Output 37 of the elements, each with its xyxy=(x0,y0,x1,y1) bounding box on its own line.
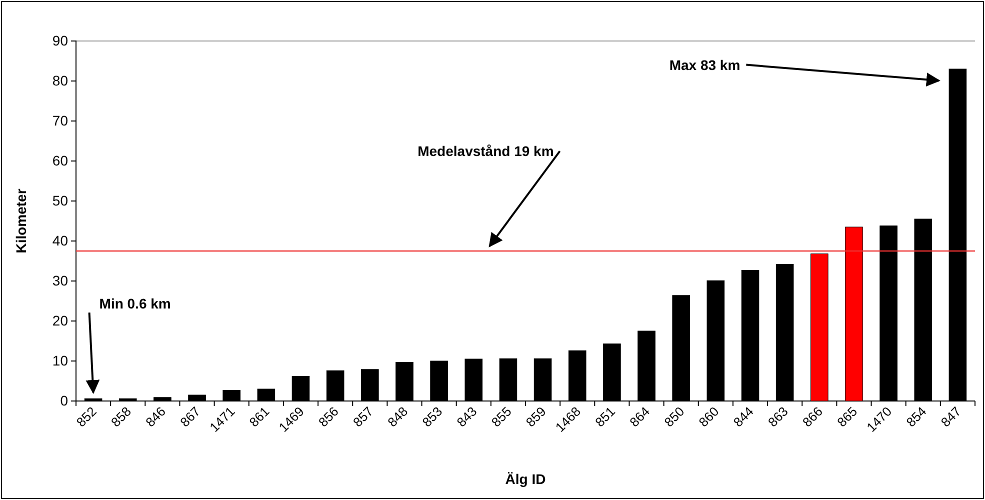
x-tick-label: 843 xyxy=(454,404,480,430)
y-tick-label: 80 xyxy=(52,72,68,88)
y-tick-label: 60 xyxy=(52,152,68,168)
x-tick-label: 859 xyxy=(522,404,549,430)
y-tick-label: 50 xyxy=(52,192,68,208)
x-tick-label: 867 xyxy=(177,404,204,430)
x-tick-label: 866 xyxy=(800,404,826,430)
y-tick-label: 70 xyxy=(52,112,68,128)
x-axis-title: Älg ID xyxy=(505,471,546,487)
y-tick-label: 20 xyxy=(52,312,68,328)
x-tick-label: 855 xyxy=(488,404,514,430)
x-tick-label: 846 xyxy=(142,404,169,430)
x-tick-label: 851 xyxy=(592,404,618,430)
x-tick-label: 857 xyxy=(350,404,376,430)
annotation: Min 0.6 km xyxy=(99,296,171,312)
y-axis-title: Kilometer xyxy=(13,188,29,254)
x-tick-label: 850 xyxy=(661,404,688,430)
annotation: Medelavstånd 19 km xyxy=(418,143,554,160)
x-tick-label: 864 xyxy=(626,404,653,430)
x-tick-label: 863 xyxy=(764,404,791,430)
x-tick-label: 861 xyxy=(246,404,272,430)
y-tick-label: 40 xyxy=(52,232,68,248)
y-tick-label: 90 xyxy=(52,32,68,48)
x-tick-label: 854 xyxy=(903,404,930,430)
x-tick-label: 848 xyxy=(384,404,411,430)
y-tick-label: 30 xyxy=(52,272,68,288)
annotation: Max 83 km xyxy=(669,56,740,73)
y-tick-label: 0 xyxy=(60,392,68,408)
y-tick-label: 10 xyxy=(52,352,68,368)
x-tick-label: 858 xyxy=(108,404,134,430)
x-tick-label: 852 xyxy=(73,404,100,430)
x-tick-label: 853 xyxy=(419,404,446,430)
x-tick-label: 856 xyxy=(315,404,342,430)
x-tick-label: 860 xyxy=(696,404,722,430)
x-tick-label: 865 xyxy=(834,404,860,430)
x-tick-label: 847 xyxy=(938,404,964,430)
x-tick-label: 844 xyxy=(730,404,756,430)
